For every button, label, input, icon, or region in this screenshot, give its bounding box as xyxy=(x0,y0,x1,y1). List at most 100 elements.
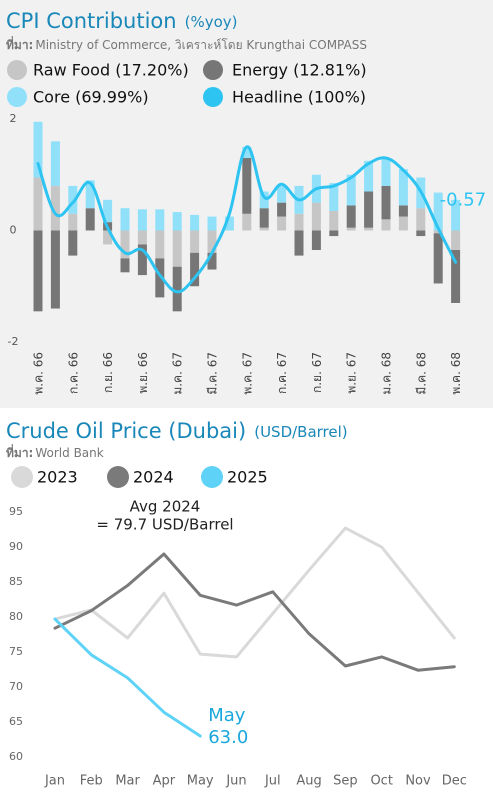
series-line xyxy=(53,526,456,659)
bar-segment xyxy=(155,258,165,298)
y-tick-label: 60 xyxy=(9,750,23,763)
bar-segment xyxy=(50,185,60,231)
bar-segment xyxy=(242,146,252,159)
bar-segment xyxy=(451,250,461,303)
y-tick-label: 95 xyxy=(9,505,23,518)
x-tick-label: ก.ย. 66 xyxy=(101,352,115,393)
source-text: Ministry of Commerce, วิเคราะห์โดย Krung… xyxy=(35,38,367,52)
x-tick-label: Jan xyxy=(44,774,65,789)
x-tick-label: ก.ย. 67 xyxy=(310,352,324,393)
x-tick-label: May xyxy=(187,774,214,789)
y-tick-label: 75 xyxy=(9,645,23,658)
bar-segment xyxy=(381,219,391,231)
bar-segment xyxy=(346,227,356,231)
bar-segment xyxy=(103,230,113,245)
x-tick-label: พ.ค. 66 xyxy=(32,352,46,395)
x-tick-label: Nov xyxy=(405,774,431,789)
x-tick-label: Jul xyxy=(264,774,281,789)
bar-segment xyxy=(155,209,165,231)
bar-segment xyxy=(433,230,443,234)
bar-segment xyxy=(398,205,408,217)
x-tick-label: Feb xyxy=(80,774,103,789)
bar-segment xyxy=(433,233,443,284)
bar-segment xyxy=(398,169,408,206)
x-tick-label: Mar xyxy=(115,774,140,789)
title-text: Crude Oil Price (Dubai) xyxy=(6,419,246,443)
legend-label: Headline (100%) xyxy=(232,88,366,107)
chart-title: CPI Contribution (%yoy) xyxy=(6,9,237,33)
source: ที่มา: World Bank xyxy=(6,444,104,460)
chart-title: Crude Oil Price (Dubai) (USD/Barrel) xyxy=(6,419,348,443)
bar-segment xyxy=(329,210,339,231)
x-tick-label: ม.ค. 67 xyxy=(171,352,185,395)
x-tick-label: Aug xyxy=(296,774,321,789)
bar-segment xyxy=(207,230,217,253)
x-tick-label: Dec xyxy=(442,774,467,789)
bar-segment xyxy=(277,202,287,217)
title-unit: (USD/Barrel) xyxy=(254,423,347,441)
legend-marker xyxy=(203,87,223,107)
x-tick-label: ก.ค. 66 xyxy=(66,352,80,394)
bar-segment xyxy=(242,213,252,231)
legend-marker xyxy=(201,466,223,488)
bar-segment xyxy=(381,185,391,220)
bar-segment xyxy=(277,185,287,203)
legend-label: Core (69.99%) xyxy=(33,88,149,107)
bar-segment xyxy=(416,230,426,237)
title-text: CPI Contribution xyxy=(6,9,177,33)
bar-segment xyxy=(346,174,356,206)
legend-marker xyxy=(7,87,27,107)
source-label: ที่มา: xyxy=(6,444,33,460)
legend-marker xyxy=(7,60,27,80)
bar-segment xyxy=(172,212,182,231)
data-label: 63.0 xyxy=(208,727,248,748)
title-unit: (%yoy) xyxy=(185,13,238,31)
bar-segment xyxy=(294,230,304,256)
bar-segment xyxy=(207,216,217,231)
y-tick-label: 90 xyxy=(9,540,23,553)
x-tick-label: ม.ค. 68 xyxy=(380,352,394,395)
bar-segment xyxy=(120,258,130,273)
bar-segment xyxy=(451,230,461,251)
bar-segment xyxy=(398,216,408,231)
bar-segment xyxy=(311,202,321,231)
bar-segment xyxy=(33,121,43,178)
bar-segment xyxy=(190,252,200,287)
bar-segment xyxy=(416,208,426,231)
legend-marker xyxy=(107,466,129,488)
data-label: May xyxy=(208,705,246,726)
bar-segment xyxy=(68,213,78,231)
x-tick-label: Apr xyxy=(153,774,176,789)
legend-label: 2024 xyxy=(133,468,174,487)
bar-segment xyxy=(85,208,95,231)
bar-segment xyxy=(172,230,182,267)
x-tick-label: พ.ค. 68 xyxy=(449,352,463,395)
x-tick-label: พ.ค. 67 xyxy=(240,352,254,395)
series-line xyxy=(36,145,458,294)
bar-segment xyxy=(259,227,269,231)
bar-segment xyxy=(190,214,200,231)
y-tick-label: 85 xyxy=(9,575,23,588)
source: ที่มา: Ministry of Commerce, วิเคราะห์โดย… xyxy=(6,36,367,52)
bar-segment xyxy=(294,213,304,231)
bar-segment xyxy=(207,252,217,270)
y-tick-label: 80 xyxy=(9,610,23,623)
bar-segment xyxy=(259,208,269,228)
x-tick-label: ก.ค. 67 xyxy=(275,352,289,394)
x-tick-label: มี.ค. 67 xyxy=(206,352,220,395)
bar-segment xyxy=(85,180,95,209)
x-tick-label: มี.ค. 68 xyxy=(414,352,428,395)
bar-segment xyxy=(259,191,269,209)
bar-segment xyxy=(33,230,43,312)
bar-segment xyxy=(311,230,321,251)
bar-segment xyxy=(277,216,287,231)
bar-segment xyxy=(433,192,443,231)
x-tick-label: พ.ย. 66 xyxy=(136,352,150,394)
bar-segment xyxy=(346,205,356,228)
legend-label: 2025 xyxy=(227,468,268,487)
bar-segment xyxy=(172,266,182,312)
bar-segment xyxy=(137,209,147,231)
legend-label: Energy (12.81%) xyxy=(232,61,367,80)
x-tick-label: Oct xyxy=(370,774,392,789)
